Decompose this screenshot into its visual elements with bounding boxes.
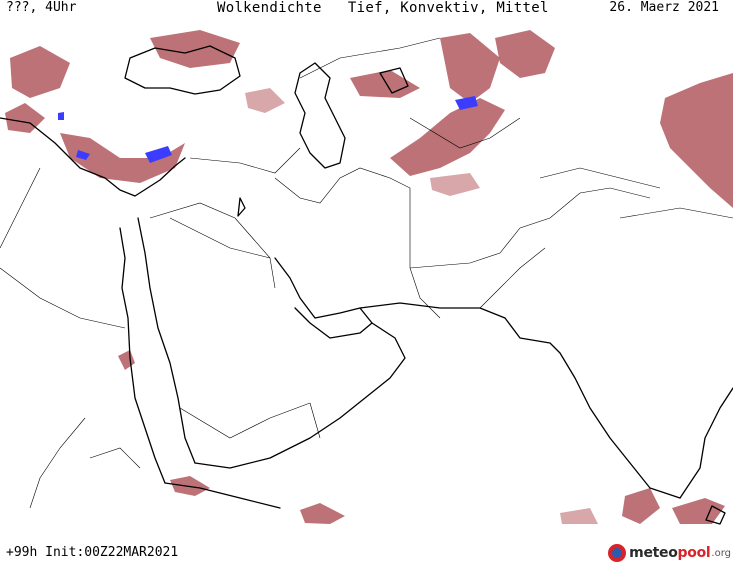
logo-text-b: pool: [677, 545, 711, 561]
map-title: Wolkendichte Tief, Konvektiv, Mittel: [217, 0, 549, 16]
model-run-info: +99h Init:00Z22MAR2021: [6, 545, 179, 560]
forecast-date: 26. Maerz 2021: [609, 0, 719, 15]
logo-suffix: .org: [711, 547, 731, 559]
meteopool-logo-icon: [608, 544, 627, 562]
country-borders: [0, 37, 733, 509]
logo-wordmark: meteopool: [629, 545, 711, 561]
cloud-cover-layer: [5, 30, 733, 524]
weather-map: [0, 18, 733, 526]
logo-text-a: meteo: [629, 545, 678, 561]
meteopool-logo[interactable]: meteopool .org: [608, 542, 731, 564]
map-canvas: [0, 30, 733, 525]
coastlines: [0, 45, 733, 525]
forecast-time-label: ???, 4Uhr: [6, 0, 77, 15]
